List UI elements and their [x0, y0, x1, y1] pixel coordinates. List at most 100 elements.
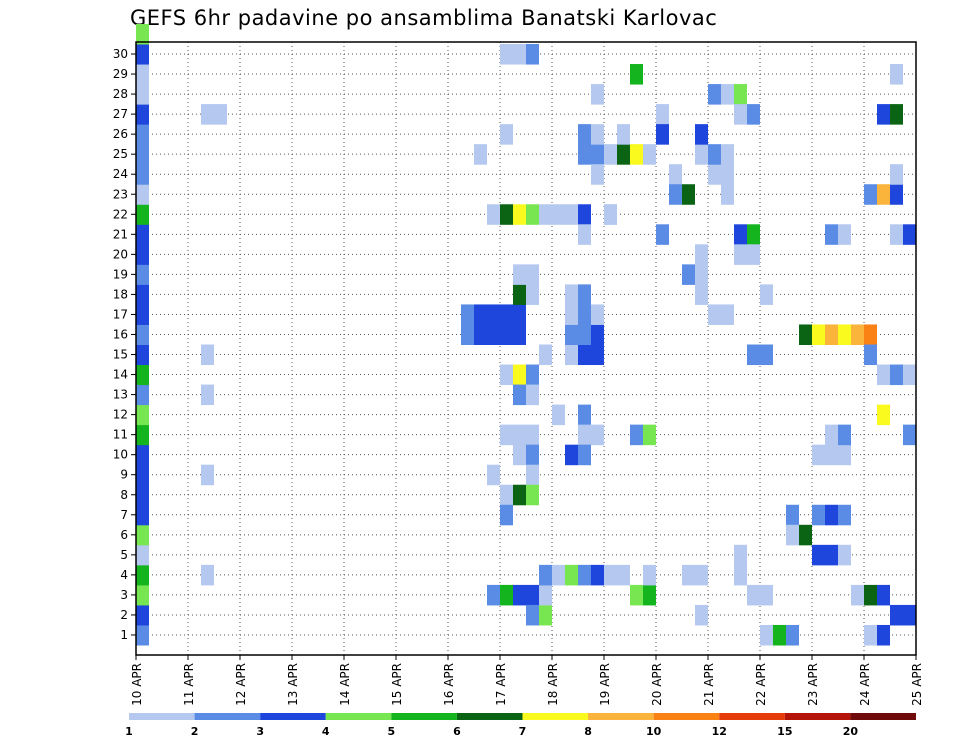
- heatmap-cell: [526, 204, 539, 225]
- heatmap-cell: [812, 324, 825, 345]
- heatmap-cell: [461, 304, 474, 325]
- colorbar-label: 20: [843, 725, 859, 738]
- chart-title: GEFS 6hr padavine po ansamblima Banatski…: [130, 6, 718, 30]
- heatmap-cell: [526, 584, 539, 606]
- heatmap-cell: [799, 524, 812, 546]
- heatmap-cell: [526, 424, 539, 446]
- heatmap-cell: [877, 364, 890, 386]
- heatmap-cell: [201, 104, 214, 125]
- heatmap-cell: [565, 324, 578, 345]
- heatmap-cell: [825, 504, 838, 526]
- heatmap-cell: [591, 304, 604, 325]
- heatmap-cell: [526, 484, 539, 506]
- colorbar-label: 6: [453, 725, 461, 738]
- heatmap-cell: [201, 564, 214, 586]
- heatmap-cell: [591, 144, 604, 165]
- heatmap-cell: [877, 584, 890, 606]
- x-tick-label: 21 APR: [702, 663, 716, 706]
- heatmap-cell: [136, 264, 149, 285]
- y-tick-label: 11: [113, 428, 128, 442]
- heatmap-cell: [591, 324, 604, 345]
- x-tick-label: 11 APR: [182, 663, 196, 706]
- colorbar-swatch: [653, 713, 720, 720]
- y-axis-ticks: 1234567891011121314151617181920212223242…: [113, 47, 136, 642]
- heatmap-cell: [136, 324, 149, 345]
- heatmap-cell: [526, 384, 539, 406]
- heatmap-cell: [539, 204, 552, 225]
- colorbar-swatch: [260, 713, 326, 720]
- x-tick-label: 25 APR: [910, 663, 924, 706]
- heatmap-cell: [474, 304, 487, 325]
- heatmap-cell: [136, 604, 149, 626]
- heatmap-cell: [136, 564, 149, 586]
- colorbar-swatch: [522, 713, 589, 720]
- colorbar-label: 2: [191, 725, 199, 738]
- x-tick-label: 12 APR: [234, 663, 248, 706]
- heatmap-cell: [526, 264, 539, 285]
- x-tick-label: 10 APR: [130, 663, 144, 706]
- heatmap-cell: [604, 204, 617, 225]
- heatmap-cell: [136, 244, 149, 265]
- heatmap-cell: [903, 424, 916, 446]
- heatmap-cell: [838, 444, 851, 466]
- heatmap-cell: [500, 324, 513, 345]
- heatmap-cell: [903, 224, 916, 245]
- y-tick-label: 22: [113, 207, 128, 221]
- heatmap-cell: [136, 524, 149, 546]
- heatmap-cell: [136, 464, 149, 486]
- heatmap-cell: [708, 164, 721, 185]
- heatmap-cell: [838, 504, 851, 526]
- heatmap-cell: [786, 504, 799, 526]
- data-cells: [136, 23, 916, 646]
- y-tick-label: 18: [113, 287, 128, 301]
- heatmap-cell: [721, 164, 734, 185]
- heatmap-cell: [136, 404, 149, 426]
- heatmap-cell: [825, 224, 838, 245]
- heatmap-cell: [578, 564, 591, 586]
- heatmap-cell: [552, 204, 565, 225]
- heatmap-cell: [136, 44, 149, 65]
- heatmap-cell: [617, 124, 630, 145]
- heatmap-cell: [630, 64, 643, 85]
- heatmap-cell: [487, 464, 500, 486]
- heatmap-cell: [721, 144, 734, 165]
- heatmap-cell: [669, 164, 682, 185]
- y-tick-label: 23: [113, 187, 128, 201]
- heatmap-cell: [136, 124, 149, 145]
- heatmap-cell: [734, 224, 747, 245]
- y-tick-label: 19: [113, 267, 128, 281]
- x-tick-label: 15 APR: [390, 663, 404, 706]
- colorbar-swatch: [850, 713, 916, 720]
- heatmap-cell: [513, 44, 526, 65]
- heatmap-cell: [734, 564, 747, 586]
- heatmap-cell: [851, 324, 864, 345]
- heatmap-cell: [825, 324, 838, 345]
- heatmap-cell: [890, 104, 903, 125]
- heatmap-cell: [513, 484, 526, 506]
- x-tick-label: 17 APR: [494, 663, 508, 706]
- heatmap-cell: [487, 324, 500, 345]
- heatmap-cell: [708, 304, 721, 325]
- heatmap-cell: [539, 564, 552, 586]
- heatmap-cell: [799, 324, 812, 345]
- heatmap-cell: [643, 424, 656, 446]
- heatmap-cell: [136, 544, 149, 566]
- heatmap-cell: [526, 464, 539, 486]
- y-tick-label: 20: [113, 247, 128, 261]
- heatmap-cell: [890, 604, 903, 626]
- heatmap-cell: [812, 544, 825, 566]
- heatmap-cell: [708, 84, 721, 105]
- heatmap-cell: [214, 104, 227, 125]
- heatmap-cell: [500, 304, 513, 325]
- heatmap-cell: [825, 424, 838, 446]
- x-tick-label: 20 APR: [650, 663, 664, 706]
- heatmap-cell: [136, 64, 149, 85]
- colorbar-label: 3: [256, 725, 264, 738]
- y-tick-label: 17: [113, 307, 128, 321]
- y-tick-label: 3: [120, 588, 128, 602]
- colorbar-swatch: [325, 713, 392, 720]
- colorbar-label: 15: [777, 725, 792, 738]
- heatmap-cell: [877, 104, 890, 125]
- heatmap-cell: [864, 344, 877, 366]
- heatmap-cell: [526, 364, 539, 386]
